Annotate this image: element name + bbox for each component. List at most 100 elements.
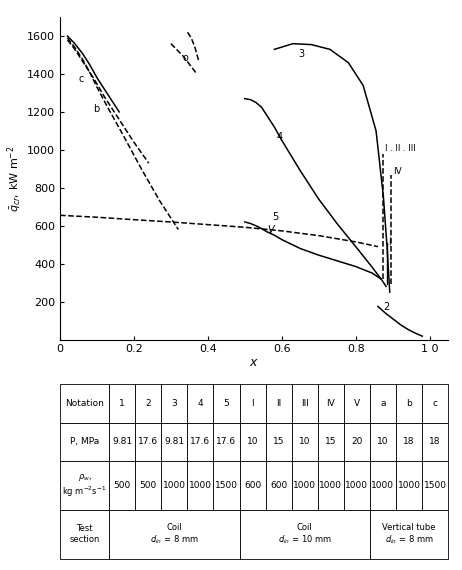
Text: P, MPa: P, MPa (70, 437, 99, 446)
Bar (344, 384, 370, 422)
Bar (239, 422, 266, 461)
X-axis label: $x$: $x$ (249, 356, 259, 369)
Bar (109, 384, 135, 422)
Bar (109, 422, 135, 461)
Text: c: c (432, 399, 438, 408)
Bar (266, 422, 292, 461)
Text: Vertical tube
$d_{in}$ = 8 mm: Vertical tube $d_{in}$ = 8 mm (382, 523, 436, 546)
Text: 1000: 1000 (189, 481, 212, 490)
Bar (213, 422, 239, 461)
Bar (239, 384, 266, 422)
Text: 500: 500 (140, 481, 157, 490)
Bar (344, 422, 370, 461)
Bar (292, 384, 318, 422)
Bar (318, 384, 344, 422)
Text: 17.6: 17.6 (190, 437, 211, 446)
Bar (370, 384, 396, 422)
Text: 1: 1 (119, 399, 125, 408)
Bar (266, 384, 292, 422)
Bar (318, 461, 344, 510)
Text: 600: 600 (270, 481, 287, 490)
Text: $V$: $V$ (267, 223, 276, 235)
Bar (188, 422, 213, 461)
Text: a: a (380, 399, 386, 408)
Text: 5: 5 (224, 399, 229, 408)
Text: i: i (388, 237, 391, 247)
Bar (109, 510, 239, 559)
Text: I . II . III: I . II . III (385, 144, 416, 153)
Bar (318, 422, 344, 461)
Bar (109, 461, 135, 510)
Text: 10: 10 (247, 437, 258, 446)
Bar (266, 461, 292, 510)
Bar (60, 461, 109, 510)
Bar (292, 461, 318, 510)
Text: 20: 20 (351, 437, 363, 446)
Text: 15: 15 (273, 437, 285, 446)
Text: 4: 4 (198, 399, 203, 408)
Bar (135, 422, 161, 461)
Text: Coil
$d_{in}$ = 8 mm: Coil $d_{in}$ = 8 mm (150, 523, 199, 546)
Text: 15: 15 (325, 437, 336, 446)
Bar (161, 384, 188, 422)
Bar (213, 461, 239, 510)
Bar (239, 510, 370, 559)
Bar (344, 461, 370, 510)
Bar (60, 422, 109, 461)
Text: Test
section: Test section (69, 524, 100, 544)
Text: 1000: 1000 (397, 481, 420, 490)
Bar (213, 384, 239, 422)
Bar (161, 422, 188, 461)
Bar (396, 461, 422, 510)
Text: 9.81: 9.81 (164, 437, 184, 446)
Bar (370, 510, 448, 559)
Bar (422, 384, 448, 422)
Text: 1000: 1000 (371, 481, 395, 490)
Text: 1500: 1500 (424, 481, 447, 490)
Text: 17.6: 17.6 (138, 437, 158, 446)
Text: b: b (93, 104, 100, 114)
Text: 10: 10 (299, 437, 310, 446)
Bar (60, 384, 109, 422)
Text: I: I (251, 399, 254, 408)
Text: 5: 5 (273, 212, 279, 222)
Text: b: b (406, 399, 412, 408)
Text: Coil
$d_{in}$ = 10 mm: Coil $d_{in}$ = 10 mm (278, 523, 332, 546)
Text: c: c (79, 74, 84, 84)
Bar (239, 461, 266, 510)
Bar (161, 461, 188, 510)
Bar (188, 384, 213, 422)
Bar (396, 384, 422, 422)
Text: 3: 3 (171, 399, 177, 408)
Text: 500: 500 (114, 481, 131, 490)
Text: o: o (182, 53, 188, 63)
Y-axis label: $\bar{q}_{cr}$, kW m$^{-2}$: $\bar{q}_{cr}$, kW m$^{-2}$ (6, 145, 24, 211)
Bar (188, 461, 213, 510)
Bar (396, 422, 422, 461)
Text: 1000: 1000 (319, 481, 342, 490)
Bar (422, 461, 448, 510)
Text: 10: 10 (377, 437, 389, 446)
Bar (135, 461, 161, 510)
Text: 9.81: 9.81 (112, 437, 132, 446)
Text: 17.6: 17.6 (216, 437, 237, 446)
Bar (135, 384, 161, 422)
Text: 1500: 1500 (215, 481, 238, 490)
Text: III: III (301, 399, 309, 408)
Text: Notation: Notation (65, 399, 104, 408)
Bar (370, 461, 396, 510)
Text: 600: 600 (244, 481, 261, 490)
Text: $\rho_w$,
kg m$^{-2}$s$^{-1}$: $\rho_w$, kg m$^{-2}$s$^{-1}$ (62, 471, 107, 499)
Bar (422, 422, 448, 461)
Text: 1000: 1000 (346, 481, 368, 490)
Text: 1000: 1000 (293, 481, 316, 490)
Text: 3: 3 (298, 49, 304, 59)
Bar (292, 422, 318, 461)
Text: 18: 18 (429, 437, 441, 446)
Text: II: II (276, 399, 281, 408)
Text: 2: 2 (383, 302, 390, 312)
Text: IV: IV (327, 399, 335, 408)
Text: V: V (354, 399, 360, 408)
Bar (60, 510, 109, 559)
Text: 4: 4 (276, 132, 282, 142)
